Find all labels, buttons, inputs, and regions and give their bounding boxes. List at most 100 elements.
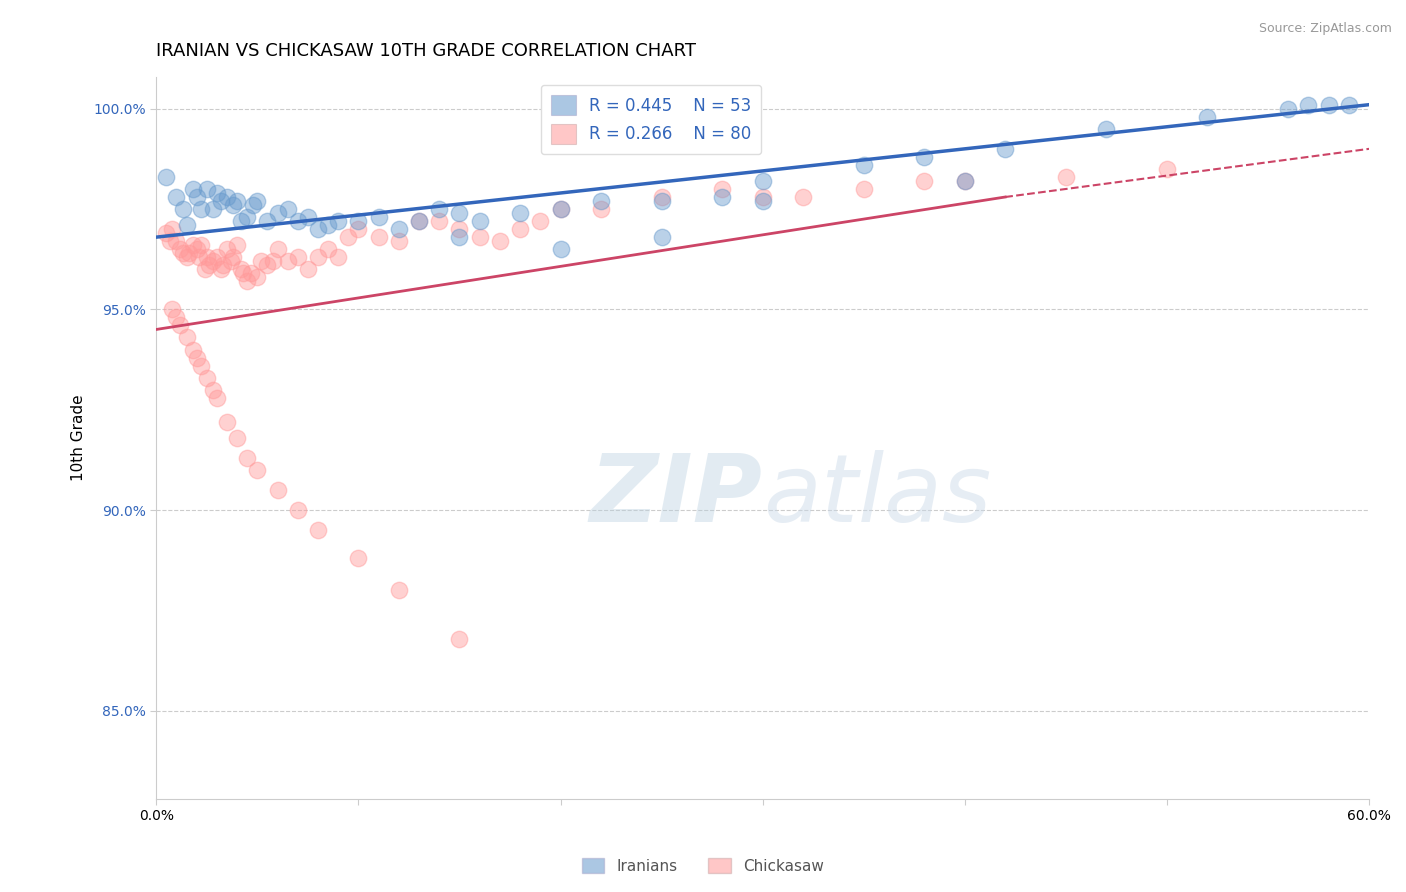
Point: [186, 190, 208, 204]
Point: [172, 202, 194, 216]
Point: [155, 169, 177, 184]
Point: [165, 310, 187, 325]
Point: [509, 206, 531, 220]
Legend: Iranians, Chickasaw: Iranians, Chickasaw: [575, 852, 831, 880]
Point: [852, 158, 875, 172]
Point: [229, 262, 252, 277]
Point: [388, 222, 411, 236]
Point: [388, 583, 411, 598]
Point: [215, 415, 238, 429]
Point: [427, 202, 450, 216]
Point: [316, 242, 339, 256]
Point: [489, 234, 512, 248]
Point: [1156, 161, 1178, 176]
Point: [297, 210, 319, 224]
Point: [176, 218, 198, 232]
Point: [226, 194, 249, 208]
Point: [232, 266, 254, 280]
Point: [347, 214, 370, 228]
Point: [190, 202, 212, 216]
Point: [246, 463, 269, 477]
Point: [408, 214, 430, 228]
Point: [912, 150, 935, 164]
Point: [711, 182, 734, 196]
Point: [215, 242, 238, 256]
Point: [1317, 97, 1340, 112]
Point: [468, 214, 491, 228]
Point: [287, 250, 309, 264]
Point: [751, 174, 773, 188]
Point: [316, 218, 339, 232]
Point: [852, 182, 875, 196]
Point: [250, 254, 273, 268]
Point: [651, 194, 673, 208]
Point: [187, 250, 209, 264]
Point: [1337, 97, 1360, 112]
Point: [287, 503, 309, 517]
Point: [172, 246, 194, 260]
Point: [287, 214, 309, 228]
Point: [205, 250, 228, 264]
Point: [212, 258, 235, 272]
Point: [169, 242, 191, 256]
Point: [242, 198, 264, 212]
Point: [651, 190, 673, 204]
Point: [550, 242, 572, 256]
Point: [427, 214, 450, 228]
Point: [205, 186, 228, 200]
Point: [226, 238, 249, 252]
Point: [468, 230, 491, 244]
Point: [408, 214, 430, 228]
Point: [529, 214, 551, 228]
Point: [209, 194, 232, 208]
Point: [162, 302, 184, 317]
Point: [266, 206, 288, 220]
Point: [256, 214, 278, 228]
Point: [328, 214, 350, 228]
Point: [176, 330, 198, 344]
Point: [337, 230, 360, 244]
Point: [197, 258, 219, 272]
Point: [165, 234, 187, 248]
Point: [751, 194, 773, 208]
Point: [388, 234, 411, 248]
Point: [307, 523, 329, 537]
Point: [277, 254, 299, 268]
Point: [195, 182, 218, 196]
Point: [222, 198, 245, 212]
Point: [205, 391, 228, 405]
Point: [449, 230, 471, 244]
Point: [307, 222, 329, 236]
Point: [297, 262, 319, 277]
Point: [1277, 102, 1299, 116]
Text: Source: ZipAtlas.com: Source: ZipAtlas.com: [1258, 22, 1392, 36]
Point: [262, 254, 284, 268]
Point: [1095, 121, 1118, 136]
Point: [236, 210, 259, 224]
Point: [209, 262, 232, 277]
Point: [186, 242, 208, 256]
Point: [236, 274, 259, 288]
Point: [277, 202, 299, 216]
Point: [190, 359, 212, 373]
Point: [1298, 97, 1320, 112]
Point: [589, 202, 612, 216]
Point: [181, 182, 204, 196]
Point: [266, 483, 288, 497]
Point: [1197, 110, 1219, 124]
Point: [201, 383, 224, 397]
Text: atlas: atlas: [762, 450, 991, 541]
Point: [176, 250, 198, 264]
Point: [165, 190, 187, 204]
Point: [195, 250, 218, 264]
Point: [159, 234, 181, 248]
Point: [328, 250, 350, 264]
Point: [195, 370, 218, 384]
Point: [181, 238, 204, 252]
Point: [953, 174, 976, 188]
Point: [651, 230, 673, 244]
Point: [222, 250, 245, 264]
Point: [367, 210, 389, 224]
Point: [215, 190, 238, 204]
Point: [367, 230, 389, 244]
